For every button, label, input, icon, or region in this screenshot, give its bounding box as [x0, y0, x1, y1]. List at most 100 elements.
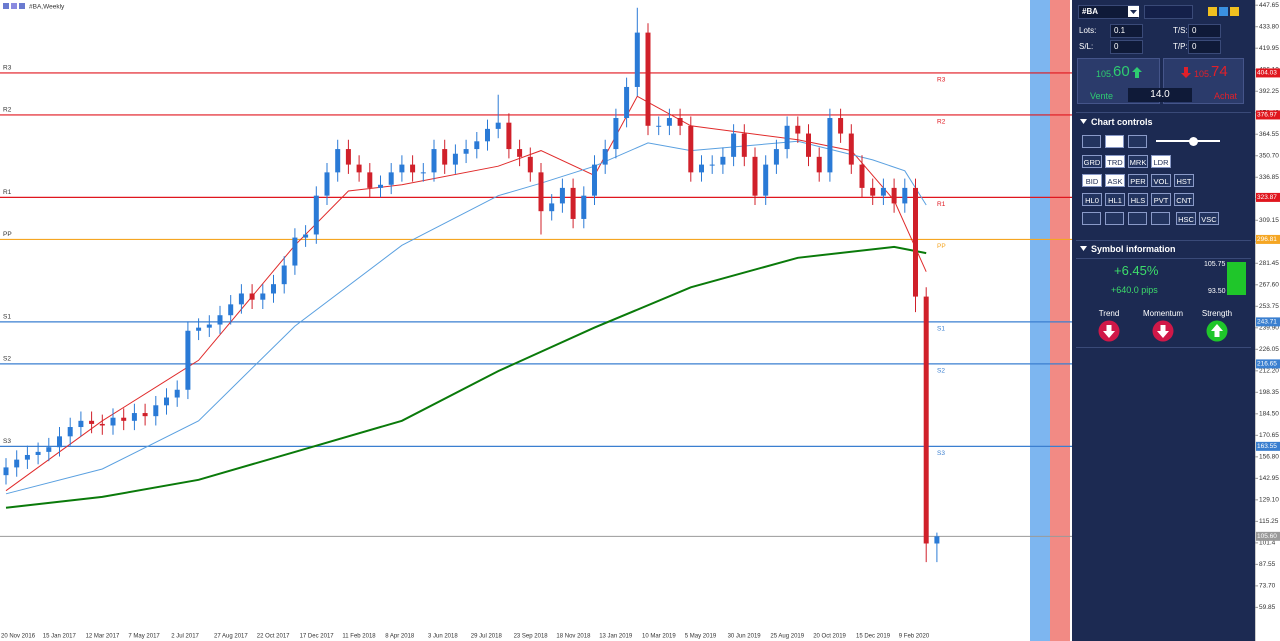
change-pips: +640.0 pips — [1111, 285, 1158, 295]
x-tick-label: 3 Jun 2018 — [428, 634, 458, 640]
slider-handle[interactable] — [1189, 137, 1198, 146]
icon — [19, 3, 25, 9]
control-button[interactable]: PER — [1128, 174, 1148, 187]
price-tag-label: 216.65 — [1257, 361, 1277, 368]
pivot-label: R1 — [937, 201, 946, 208]
control-button[interactable]: ASK — [1105, 174, 1125, 187]
lots-input[interactable]: 0.1 — [1110, 24, 1143, 38]
control-button[interactable]: HL0 — [1082, 193, 1102, 206]
sell-price-pips: 60 — [1113, 63, 1130, 80]
tp-input[interactable]: 0 — [1188, 40, 1221, 54]
candle-body — [806, 133, 811, 157]
range-low: 93.50 — [1208, 288, 1226, 295]
candle-body — [410, 164, 416, 173]
control-button[interactable]: VOL — [1151, 174, 1171, 187]
y-tick-label: 156.80 — [1259, 454, 1279, 461]
x-tick-label: 2 Jul 2017 — [171, 634, 199, 640]
sell-label: Vente — [1090, 91, 1114, 101]
media-button[interactable] — [1105, 212, 1124, 225]
candle-body — [859, 164, 865, 188]
candle-body — [442, 149, 448, 165]
candle-body — [313, 195, 319, 235]
control-button[interactable]: MRK — [1128, 155, 1148, 168]
separator — [1076, 112, 1251, 113]
buy-price-pips: 74 — [1211, 63, 1228, 80]
candle-body — [89, 420, 95, 424]
candle-body — [292, 237, 298, 266]
pivot-label: S3 — [937, 450, 945, 457]
moving-average — [5, 140, 927, 495]
collapse-icon[interactable] — [1080, 246, 1087, 252]
candle-body — [688, 125, 694, 173]
up-arrow — [1132, 67, 1142, 78]
candle-body — [527, 156, 533, 173]
indicator-icon — [1152, 320, 1174, 342]
control-button[interactable]: GRD — [1082, 155, 1102, 168]
x-tick-label: 25 Aug 2019 — [770, 634, 804, 640]
x-tick-label: 15 Jan 2017 — [43, 634, 77, 640]
spread: 14.0 — [1128, 88, 1192, 102]
control-button[interactable]: HSC — [1176, 212, 1196, 225]
media-button[interactable] — [1128, 212, 1147, 225]
candle-body — [78, 420, 84, 428]
candle-body — [99, 423, 105, 426]
session-band-blue — [1030, 0, 1050, 641]
sl-input[interactable]: 0 — [1110, 40, 1143, 54]
price-tag — [1256, 192, 1280, 202]
dropdown-button[interactable] — [1128, 6, 1139, 17]
tool-button[interactable] — [1082, 135, 1101, 148]
candle-body — [485, 128, 490, 142]
price-tag — [1256, 234, 1280, 244]
indicator-icon — [1206, 320, 1228, 342]
candle-body — [303, 234, 309, 238]
x-tick-label: 27 Aug 2017 — [214, 634, 248, 640]
collapse-icon[interactable] — [1080, 119, 1087, 125]
chart-title: #BA,Weekly — [29, 4, 65, 11]
control-button[interactable]: HLS — [1128, 193, 1148, 206]
tool-button[interactable] — [1105, 135, 1124, 148]
control-button[interactable]: PVT — [1151, 193, 1171, 206]
ts-input[interactable]: 0 — [1188, 24, 1221, 38]
icon[interactable] — [1230, 7, 1239, 16]
candle-body — [164, 397, 169, 406]
icon — [3, 3, 9, 9]
candle-body — [613, 118, 619, 150]
media-button[interactable] — [1151, 212, 1170, 225]
control-button[interactable]: BID — [1082, 174, 1102, 187]
y-tick-label: 309.15 — [1259, 217, 1279, 224]
icon[interactable] — [1208, 7, 1217, 16]
candle-body — [538, 172, 544, 212]
symbol-field[interactable] — [1144, 5, 1193, 19]
icon[interactable] — [1219, 7, 1228, 16]
tool-button[interactable] — [1128, 135, 1147, 148]
control-button[interactable]: LDR — [1151, 155, 1171, 168]
control-button[interactable]: HST — [1174, 174, 1194, 187]
y-tick-label: 198.35 — [1259, 389, 1279, 396]
candle-body — [880, 187, 886, 196]
slider[interactable] — [1156, 140, 1220, 142]
pivot-label: S2 — [3, 356, 11, 363]
control-button[interactable]: VSC — [1199, 212, 1219, 225]
candle-body — [827, 118, 833, 173]
y-tick-label: 170.65 — [1259, 432, 1279, 439]
y-tick-label: 59.85 — [1259, 604, 1276, 611]
candle-body — [228, 304, 234, 316]
label: Lots: — [1079, 26, 1097, 35]
y-tick-label: 73.70 — [1259, 583, 1276, 590]
icon-arrow — [1211, 324, 1223, 337]
x-tick-label: 13 Jan 2019 — [599, 634, 633, 640]
candle-body — [731, 133, 737, 157]
candle-body — [3, 467, 9, 476]
candle-body — [281, 265, 287, 285]
control-button[interactable]: HL1 — [1105, 193, 1125, 206]
candle-body — [549, 203, 555, 212]
media-button[interactable] — [1082, 212, 1101, 225]
candle-body — [816, 156, 822, 173]
y-tick-label: 447.65 — [1259, 2, 1279, 9]
x-tick-label: 5 May 2019 — [685, 634, 717, 640]
candle-body — [838, 118, 844, 134]
control-button[interactable]: CNT — [1174, 193, 1194, 206]
control-button[interactable]: TRD — [1105, 155, 1125, 168]
indicator-label: Strength — [1201, 309, 1233, 318]
